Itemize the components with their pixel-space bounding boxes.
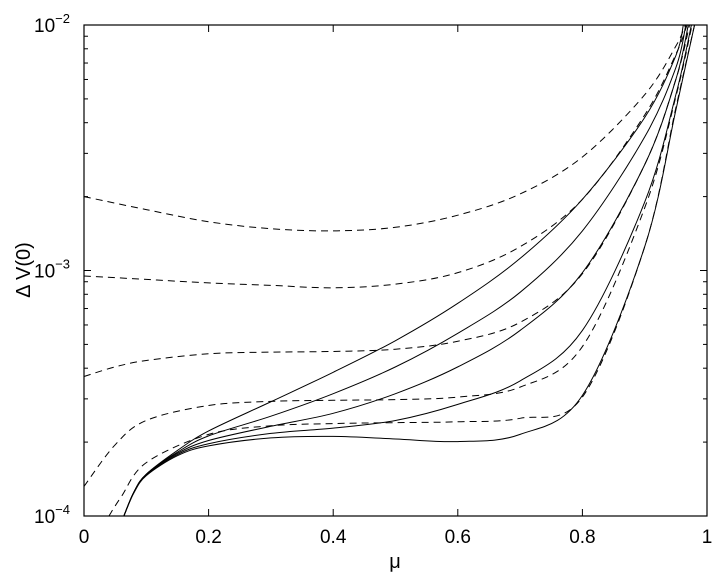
dashed-curve-10 (108, 24, 696, 517)
y-tick-labels: 10−410−310−2 (34, 11, 70, 528)
y-tick-label-1: 10−3 (34, 257, 70, 283)
plot-frame (83, 24, 708, 517)
x-tick-label-0: 0 (79, 527, 90, 548)
solid-curve-2 (123, 24, 687, 517)
y-tick-label-0: 10−4 (34, 502, 70, 528)
solid-curve-4 (123, 24, 692, 517)
y-tick-exponent-0: −4 (55, 502, 70, 517)
x-tick-label-3: 0.6 (445, 527, 471, 548)
dashed-curve-9 (83, 24, 693, 487)
x-tick-labels: 0 0.2 0.4 0.6 0.8 1 (79, 527, 713, 548)
x-tick-label-1: 0.2 (195, 527, 221, 548)
y-tick-base-2: 10 (34, 16, 55, 37)
dashed-curve-6 (83, 24, 686, 232)
y-tick-label-2: 10−2 (34, 11, 70, 37)
y-tick-exponent-2: −2 (55, 11, 70, 26)
plot-lines (83, 24, 696, 517)
solid-curve-1 (123, 24, 684, 517)
y-tick-exponent-1: −3 (55, 257, 70, 272)
solid-curve-3 (123, 24, 689, 517)
dashed-curve-7 (83, 24, 688, 289)
y-tick-base-1: 10 (34, 262, 55, 283)
y-axis-label: Δ V(0) (13, 242, 35, 298)
y-tick-base-0: 10 (34, 507, 55, 528)
x-tick-label-5: 1 (702, 527, 713, 548)
axis-ticks (83, 24, 708, 517)
x-tick-label-4: 0.8 (569, 527, 595, 548)
x-axis-label: μ (389, 551, 401, 573)
x-tick-label-2: 0.4 (320, 527, 347, 548)
dashed-curve-8 (83, 24, 691, 377)
solid-curve-5 (123, 24, 696, 517)
